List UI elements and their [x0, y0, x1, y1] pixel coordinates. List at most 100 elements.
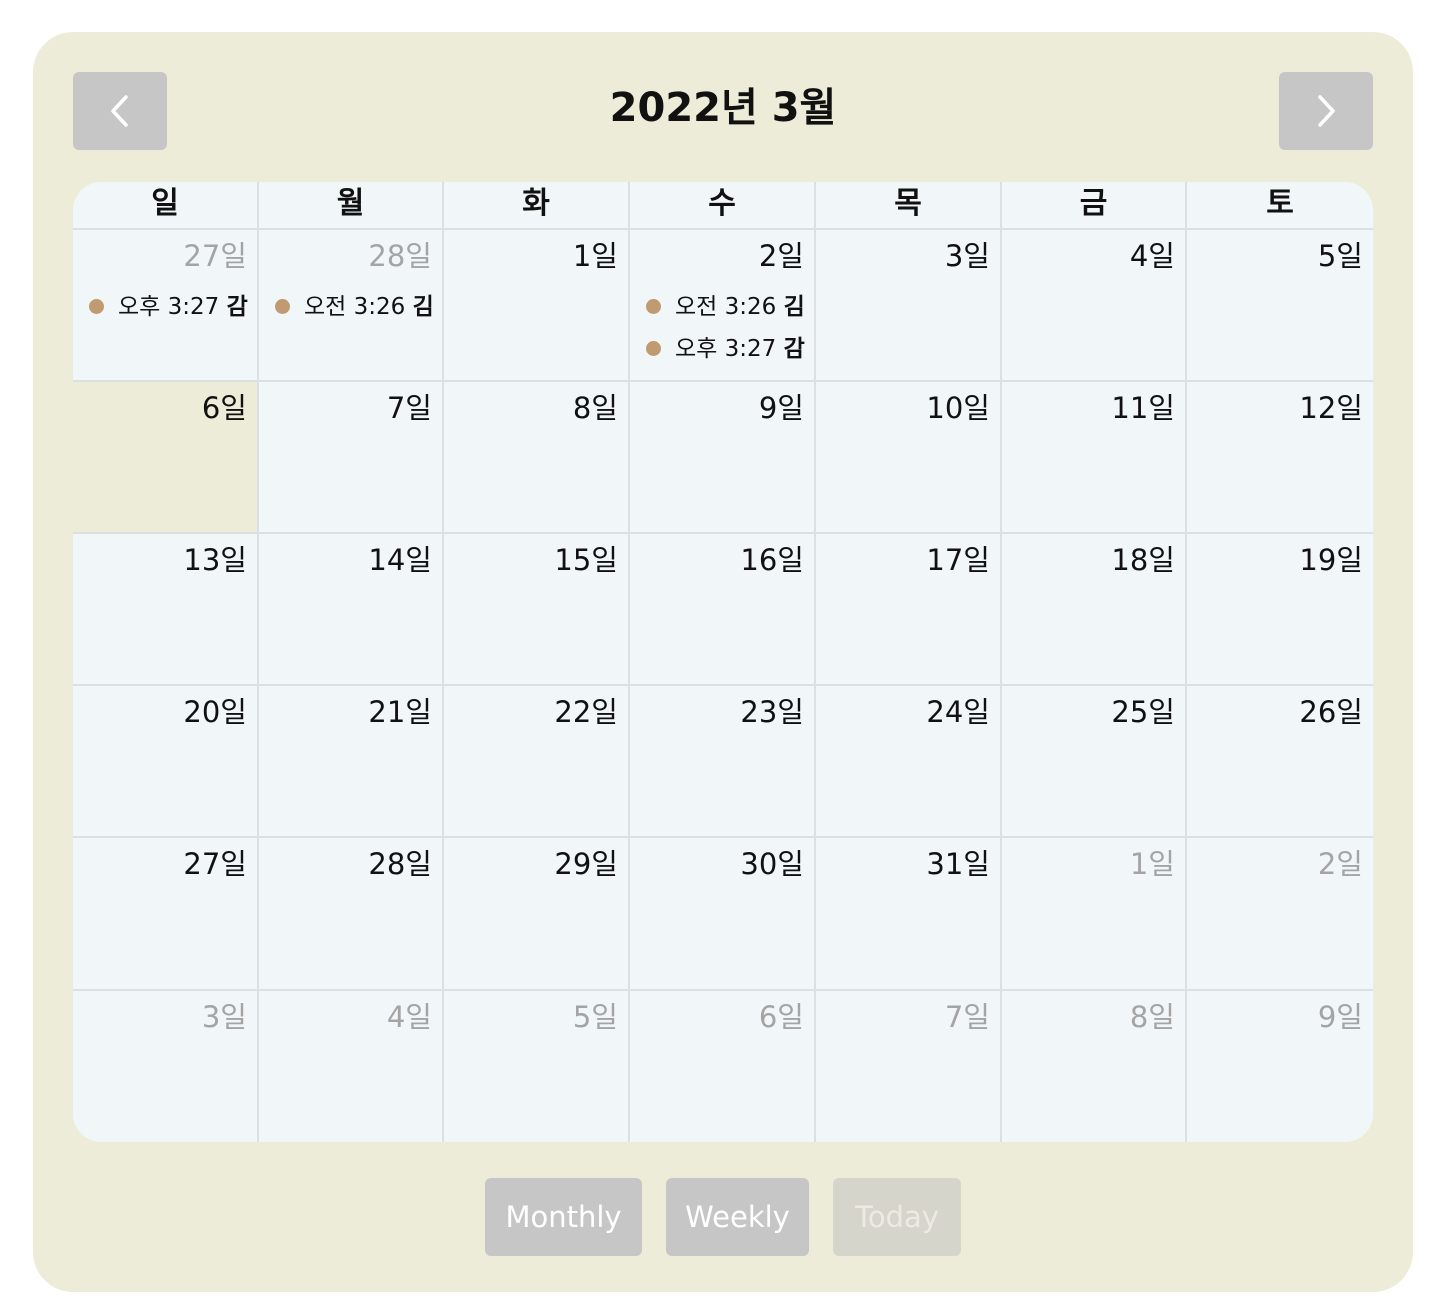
day-cell[interactable]: 4일: [259, 991, 444, 1142]
day-number: 17일: [926, 543, 990, 577]
event-item[interactable]: 오후 3:27 감: [646, 334, 805, 364]
day-cell[interactable]: 20일: [73, 686, 259, 838]
day-number: 27일: [183, 847, 247, 881]
day-cell[interactable]: 31일: [816, 838, 1002, 991]
day-number: 11일: [1111, 391, 1175, 425]
day-cell[interactable]: 25일: [1002, 686, 1187, 838]
day-cell[interactable]: 7일: [816, 991, 1002, 1142]
day-cell[interactable]: 21일: [259, 686, 444, 838]
day-number: 3일: [944, 239, 990, 273]
day-cell-today[interactable]: 6일: [73, 382, 259, 534]
day-number: 10일: [926, 391, 990, 425]
day-number: 2일: [758, 239, 804, 273]
prev-month-button[interactable]: [73, 72, 167, 150]
day-number: 19일: [1299, 543, 1363, 577]
day-cell[interactable]: 6일: [630, 991, 816, 1142]
day-cell[interactable]: 8일: [1002, 991, 1187, 1142]
day-cell[interactable]: 28일: [259, 838, 444, 991]
monthly-view-button[interactable]: Monthly: [485, 1178, 642, 1256]
day-cell[interactable]: 22일: [444, 686, 630, 838]
weekday-header: 수: [630, 182, 816, 230]
event-item[interactable]: 오전 3:26 김: [275, 292, 434, 322]
event-item[interactable]: 오전 3:26 김: [646, 292, 805, 322]
day-cell[interactable]: 3일: [73, 991, 259, 1142]
day-cell[interactable]: 13일: [73, 534, 259, 686]
day-number: 28일: [368, 847, 432, 881]
day-number: 6일: [758, 1000, 804, 1034]
weekday-header: 토: [1266, 186, 1294, 221]
day-number: 25일: [1111, 695, 1175, 729]
day-cell[interactable]: 26일: [1187, 686, 1373, 838]
day-cell[interactable]: 4일: [1002, 230, 1187, 382]
day-number: 28일: [368, 239, 432, 273]
day-number: 27일: [183, 239, 247, 273]
next-month-button[interactable]: [1279, 72, 1373, 150]
day-cell[interactable]: 12일: [1187, 382, 1373, 534]
day-cell[interactable]: 23일: [630, 686, 816, 838]
weekday-header: 월: [259, 182, 444, 230]
day-number: 7일: [386, 391, 432, 425]
day-number: 8일: [1129, 1000, 1175, 1034]
day-cell[interactable]: 1일: [1002, 838, 1187, 991]
day-number: 24일: [926, 695, 990, 729]
day-number: 16일: [740, 543, 804, 577]
event-owner: 김: [412, 294, 434, 320]
day-cell[interactable]: 14일: [259, 534, 444, 686]
day-cell[interactable]: 5일: [444, 991, 630, 1142]
chevron-right-icon: [1318, 95, 1335, 127]
day-number: 1일: [572, 239, 618, 273]
day-cell[interactable]: 27일: [73, 838, 259, 991]
day-number: 31일: [926, 847, 990, 881]
weekday-header: 금: [1002, 182, 1187, 230]
day-number: 26일: [1299, 695, 1363, 729]
day-number: 29일: [554, 847, 618, 881]
day-number: 30일: [740, 847, 804, 881]
chevron-left-icon: [111, 95, 128, 127]
day-cell[interactable]: 24일: [816, 686, 1002, 838]
day-cell[interactable]: 30일: [630, 838, 816, 991]
day-number: 22일: [554, 695, 618, 729]
event-time: 오전 3:26: [304, 294, 406, 320]
day-cell[interactable]: 1일: [444, 230, 630, 382]
event-item[interactable]: 오후 3:27 감: [89, 292, 248, 322]
event-owner: 감: [226, 294, 248, 320]
day-cell[interactable]: 18일: [1002, 534, 1187, 686]
day-number: 23일: [740, 695, 804, 729]
day-cell[interactable]: 16일: [630, 534, 816, 686]
weekday-header: 일: [73, 182, 259, 230]
day-cell[interactable]: 17일: [816, 534, 1002, 686]
day-cell[interactable]: 10일: [816, 382, 1002, 534]
day-number: 3일: [201, 1000, 247, 1034]
day-cell[interactable]: 9일: [630, 382, 816, 534]
day-number: 1일: [1129, 847, 1175, 881]
event-time: 오후 3:27: [118, 294, 220, 320]
day-cell[interactable]: 7일: [259, 382, 444, 534]
day-number: 21일: [368, 695, 432, 729]
day-number: 9일: [1317, 1000, 1363, 1034]
day-cell[interactable]: 8일: [444, 382, 630, 534]
day-cell[interactable]: 5일: [1187, 230, 1373, 382]
today-button[interactable]: Today: [833, 1178, 961, 1256]
day-cell[interactable]: 19일: [1187, 534, 1373, 686]
day-number: 5일: [1317, 239, 1363, 273]
day-number: 13일: [183, 543, 247, 577]
weekly-view-button[interactable]: Weekly: [666, 1178, 809, 1256]
event-dot-icon: [275, 298, 290, 314]
day-number: 4일: [1129, 239, 1175, 273]
day-number: 6일: [201, 391, 247, 425]
day-cell[interactable]: 3일: [816, 230, 1002, 382]
event-owner: 김: [783, 294, 805, 320]
day-cell[interactable]: 15일: [444, 534, 630, 686]
day-number: 12일: [1299, 391, 1363, 425]
day-cell[interactable]: 2일: [1187, 838, 1373, 991]
day-number: 5일: [572, 1000, 618, 1034]
day-cell[interactable]: 9일: [1187, 991, 1373, 1142]
day-cell[interactable]: 29일: [444, 838, 630, 991]
day-cell[interactable]: 11일: [1002, 382, 1187, 534]
day-number: 4일: [386, 1000, 432, 1034]
event-dot-icon: [646, 298, 661, 314]
